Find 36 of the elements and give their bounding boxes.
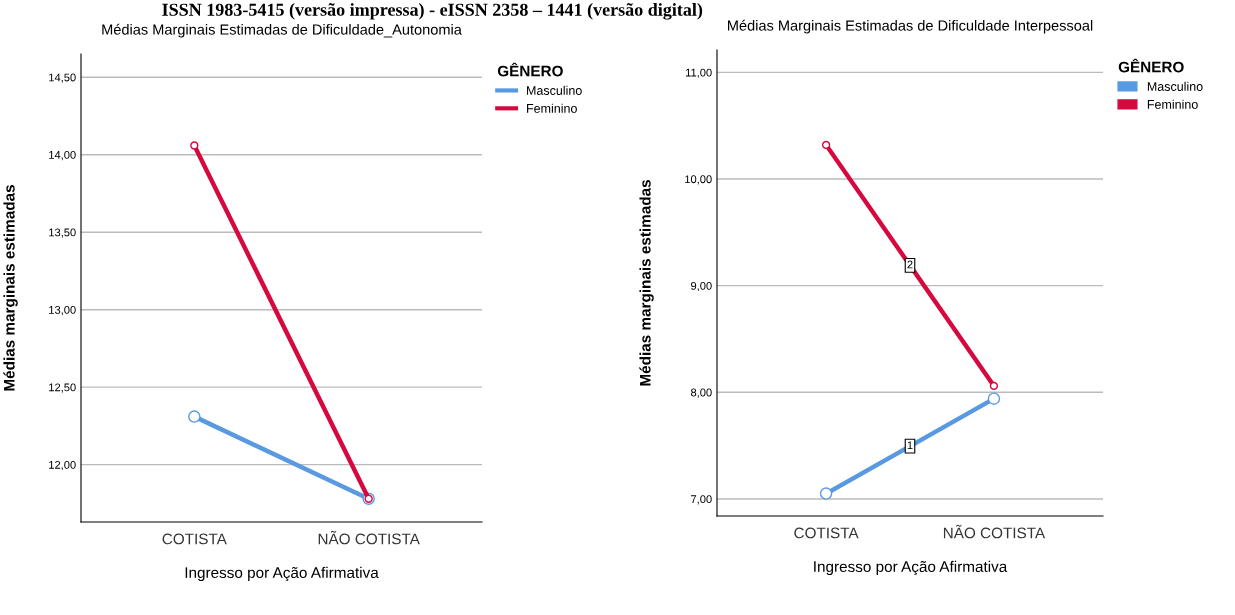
legend-title: GÊNERO bbox=[1118, 58, 1184, 73]
text: ISSN 1983-5415 (versão impressa) - eISSN 2358 – 1441 (versão digital) bbox=[162, 3, 703, 20]
y-tick-label: 10,00 bbox=[685, 175, 712, 185]
x-axis-title: Ingresso por Ação Afirmativa bbox=[814, 560, 1008, 576]
y-tick-label: 8,00 bbox=[691, 388, 712, 398]
x-axis-title: Ingresso por Ação Afirmativa bbox=[185, 566, 379, 582]
y-tick-label: 12,00 bbox=[49, 460, 76, 471]
point bbox=[989, 381, 999, 391]
chart-title: Médias Marginais Estimadas de Dificuldade_Autonomia bbox=[102, 23, 462, 38]
legend-label: Feminino bbox=[1147, 99, 1198, 109]
chart-title: Médias Marginais Estimadas de Dificuldade Interpessoal bbox=[728, 19, 1093, 34]
annotation: 1 bbox=[907, 441, 913, 450]
point bbox=[190, 141, 199, 150]
y-tick-label: 13,00 bbox=[49, 305, 76, 316]
y-tick-label: 13,50 bbox=[49, 228, 76, 238]
x-tick-label: NÃO COTISTA bbox=[943, 524, 1046, 539]
y-tick-label: 14,50 bbox=[49, 73, 76, 83]
legend-label: Feminino bbox=[527, 103, 577, 113]
annotation: 2 bbox=[907, 260, 913, 269]
legend-title: GÊNERO bbox=[497, 62, 563, 77]
point bbox=[821, 140, 831, 150]
point bbox=[819, 487, 833, 500]
legend-label: Masculino bbox=[1147, 81, 1203, 91]
x-tick-label: COTISTA bbox=[162, 533, 227, 545]
y-tick-label: 9,00 bbox=[691, 281, 712, 292]
point bbox=[987, 392, 1001, 405]
y-tick-label: 11,00 bbox=[686, 68, 712, 78]
y-tick-label: 12,50 bbox=[49, 383, 76, 393]
x-tick-label: COTISTA bbox=[794, 527, 859, 539]
legend-label: Masculino bbox=[527, 85, 582, 95]
y-axis-title: Médias marginais estimadas bbox=[639, 180, 654, 386]
y-tick-label: 14,00 bbox=[49, 151, 76, 161]
y-tick-label: 7,00 bbox=[691, 495, 712, 505]
y-axis-title: Médias marginais estimadas bbox=[3, 185, 18, 391]
point bbox=[188, 410, 201, 423]
x-tick-label: NÃO COTISTA bbox=[318, 530, 420, 545]
